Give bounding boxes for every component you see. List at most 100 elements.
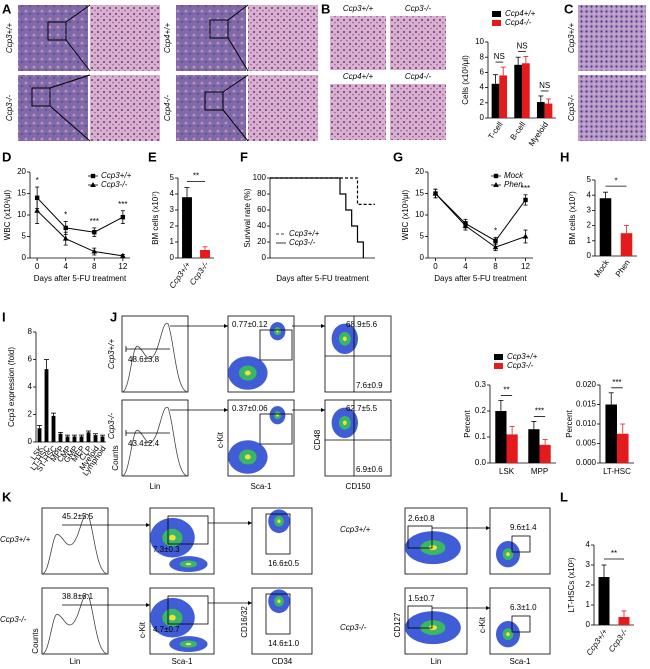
arrow-head	[146, 523, 150, 527]
series-line	[435, 193, 526, 248]
y-tick-label: 5	[420, 232, 425, 241]
axis-label: CD150	[346, 482, 371, 491]
panel-letter: D	[2, 149, 11, 164]
bar	[182, 197, 192, 258]
y-tick-label: 20	[257, 237, 266, 246]
axis-label: Sca-1	[510, 657, 531, 666]
y-tick-label: 1	[170, 237, 175, 246]
y-tick-label: 15	[415, 189, 424, 198]
density	[506, 552, 510, 557]
micrograph	[90, 5, 160, 71]
gate	[265, 513, 291, 555]
x-tick-label: Phen	[614, 258, 632, 278]
micrograph	[248, 75, 318, 141]
series-line	[36, 210, 123, 257]
gate-value: 16.6±0.5	[268, 559, 300, 568]
annotation: *	[614, 176, 617, 185]
x-tick-label: Ccp3+/+	[168, 260, 193, 290]
y-tick-label: 3	[587, 206, 592, 215]
gate-value: 9.6±1.4	[510, 523, 537, 532]
panel-letter: F	[240, 149, 248, 164]
x-tick-label: 0	[433, 262, 438, 271]
survival-curve	[270, 177, 375, 205]
genotype-label: Ccp3+/+	[107, 339, 116, 370]
gate-value: 6.3±1.0	[510, 603, 537, 612]
histogram	[121, 407, 189, 477]
legend-swatch	[492, 20, 501, 26]
annotation: NS	[494, 52, 505, 61]
bar	[495, 411, 507, 463]
y-tick-label: 3	[586, 560, 591, 569]
x-axis-label: Days after 5-FU treatment	[276, 274, 369, 283]
y-tick-label: 4	[480, 83, 485, 92]
legend-swatch	[494, 363, 503, 369]
y-tick-label: 5	[170, 173, 175, 182]
density	[342, 336, 347, 342]
y-axis-label: WBC (x10³/μl)	[3, 189, 12, 240]
y-tick-label: 0	[587, 251, 592, 260]
annotation: **	[193, 172, 199, 181]
x-tick-label: Ccp3+/+	[585, 627, 610, 657]
gate-value: 1.5±0.7	[408, 594, 435, 603]
arrow-head	[321, 324, 325, 328]
histogram-frame	[121, 315, 189, 393]
arrow-head	[486, 526, 490, 530]
panel-letter: H	[560, 149, 569, 164]
genotype-label: Ccp4+/+	[163, 23, 172, 54]
gate	[511, 535, 531, 553]
annotation: **	[503, 386, 509, 395]
panel-letter: C	[564, 1, 574, 16]
point	[63, 225, 68, 231]
y-tick-label: 100	[253, 173, 267, 182]
y-tick-label: 1	[586, 600, 591, 609]
bar	[72, 436, 77, 442]
legend-label: Ccp4-/-	[505, 18, 532, 27]
dotplot-frame	[489, 507, 551, 575]
genotype-label: Ccp3-/-	[107, 413, 116, 440]
axis-label: Sca-1	[172, 657, 193, 666]
y-tick-label: 0.1	[475, 432, 487, 441]
genotype-label: Ccp4-/-	[405, 72, 432, 81]
point	[91, 248, 98, 254]
axis-label: CD34	[272, 657, 293, 666]
y-tick-label: 1	[587, 236, 592, 245]
y-tick-label: 20	[17, 167, 26, 176]
y-tick-label: 0	[170, 253, 175, 262]
gate	[259, 413, 293, 445]
y-tick-label: 4	[28, 382, 33, 391]
y-tick-label: 4	[586, 540, 591, 549]
micrograph	[176, 75, 246, 141]
y-tick-label: 60	[257, 205, 266, 214]
bar	[79, 436, 84, 442]
y-tick-label: 5	[587, 175, 592, 184]
y-tick-label: 2	[170, 221, 175, 230]
y-tick-label: 0	[420, 253, 425, 262]
density	[244, 454, 251, 460]
gate-value: 43.4±2.4	[128, 439, 160, 448]
panel-letter: A	[2, 1, 12, 16]
gate-value: 6.9±0.6	[356, 465, 383, 474]
x-tick-label: 0	[35, 262, 40, 271]
x-axis-label: Days after 5-FU treatment	[434, 274, 527, 283]
arrow-head	[224, 324, 228, 328]
axis-label: CD48	[313, 429, 322, 450]
bar	[528, 429, 540, 463]
gate-value: 2.6±0.8	[408, 514, 435, 523]
point	[493, 173, 499, 179]
y-tick-label: 0.020	[576, 380, 597, 389]
genotype-label: Ccp3+/+	[343, 4, 374, 13]
bar	[65, 436, 70, 442]
bar	[539, 444, 551, 463]
bar	[491, 83, 500, 118]
series-line	[36, 197, 124, 233]
axis-label: Sca-1	[251, 482, 272, 491]
arrow-head	[224, 408, 228, 412]
y-tick-label: 15	[17, 189, 26, 198]
gate	[407, 525, 433, 549]
bar	[522, 63, 530, 118]
bar	[536, 102, 545, 118]
y-tick-label: 0	[28, 437, 33, 446]
density	[277, 519, 281, 523]
